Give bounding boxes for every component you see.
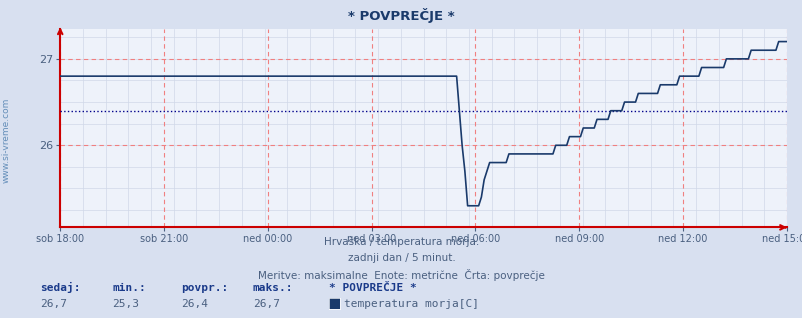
Text: 25,3: 25,3 xyxy=(112,299,140,309)
Text: 26,4: 26,4 xyxy=(180,299,208,309)
Text: min.:: min.: xyxy=(112,283,146,293)
Text: * POVPREČJE *: * POVPREČJE * xyxy=(329,283,416,293)
Text: temperatura morja[C]: temperatura morja[C] xyxy=(343,299,478,309)
Text: Meritve: maksimalne  Enote: metrične  Črta: povprečje: Meritve: maksimalne Enote: metrične Črta… xyxy=(257,269,545,281)
Text: 26,7: 26,7 xyxy=(253,299,280,309)
Text: maks.:: maks.: xyxy=(253,283,293,293)
Text: www.si-vreme.com: www.si-vreme.com xyxy=(2,97,11,183)
Text: zadnji dan / 5 minut.: zadnji dan / 5 minut. xyxy=(347,253,455,263)
Text: 26,7: 26,7 xyxy=(40,299,67,309)
Text: povpr.:: povpr.: xyxy=(180,283,228,293)
Text: sedaj:: sedaj: xyxy=(40,282,80,293)
Text: Hrvaška / temperatura morja.: Hrvaška / temperatura morja. xyxy=(323,237,479,247)
Text: * POVPREČJE *: * POVPREČJE * xyxy=(348,8,454,23)
